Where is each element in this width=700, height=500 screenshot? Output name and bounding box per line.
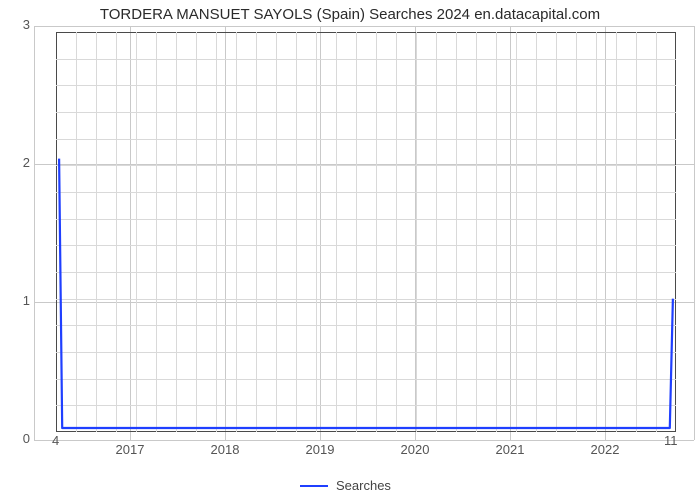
corner-br: 11: [664, 433, 678, 448]
legend: Searches: [300, 478, 391, 493]
y-tick-label: 2: [16, 155, 30, 170]
series-line: [59, 159, 673, 428]
corner-bl: 4: [52, 433, 59, 448]
y-tick-label: 1: [16, 293, 30, 308]
chart-root: TORDERA MANSUET SAYOLS (Spain) Searches …: [0, 0, 700, 500]
outer-grid-h: [34, 26, 694, 27]
outer-grid-v: [694, 26, 695, 440]
series-svg: [56, 32, 676, 432]
outer-grid-h: [34, 440, 694, 441]
x-tick-label: 2019: [300, 442, 340, 457]
x-tick-label: 2018: [205, 442, 245, 457]
y-tick-label: 3: [16, 17, 30, 32]
legend-label: Searches: [336, 478, 391, 493]
x-tick-label: 2020: [395, 442, 435, 457]
outer-grid-v: [34, 26, 35, 440]
x-tick-label: 2017: [110, 442, 150, 457]
x-tick-label: 2021: [490, 442, 530, 457]
y-tick-label: 0: [16, 431, 30, 446]
chart-title: TORDERA MANSUET SAYOLS (Spain) Searches …: [0, 6, 700, 23]
legend-swatch: [300, 485, 328, 487]
x-tick-label: 2022: [585, 442, 625, 457]
